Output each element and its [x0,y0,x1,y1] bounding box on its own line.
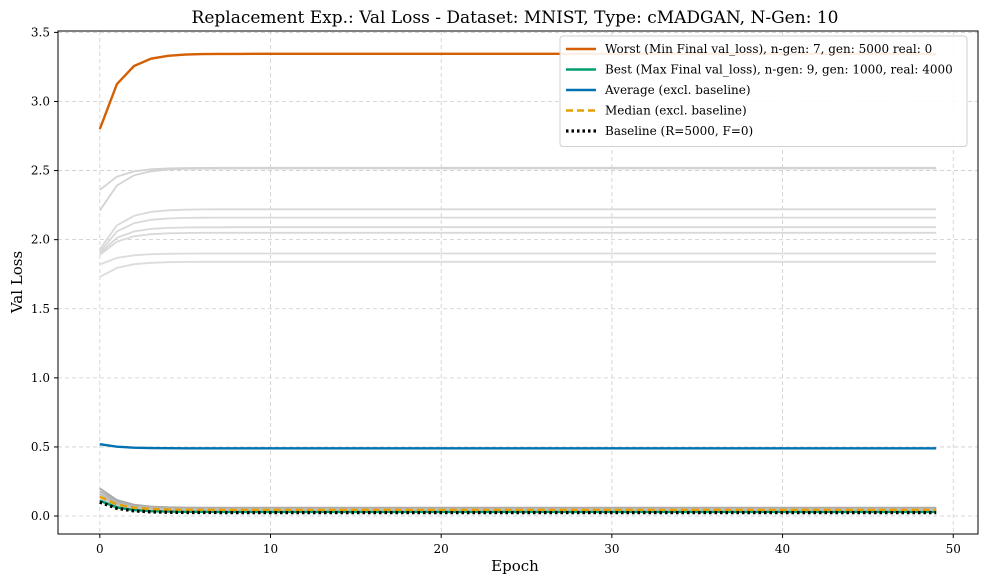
background-run-line [99,231,937,256]
axes-layer: 0 10 20 30 40 50 0.0 0.5 1.0 1.5 2.0 2.5 3.0 3.5 [31,25,979,556]
legend-entry-label: Median (excl. baseline) [605,104,747,118]
y-tick-label: 2.0 [31,233,50,247]
background-run-line [99,226,937,255]
background-run-line [99,166,937,191]
chart-title: Replacement Exp.: Val Loss - Dataset: MN… [192,8,839,28]
background-run-line [99,208,937,250]
series-line [99,500,937,515]
y-axis-label: Val Loss [8,251,26,314]
y-tick-label: 0.5 [31,440,50,454]
x-tick-label: 20 [434,542,449,556]
legend-entry-label: Best (Max Final val_loss), n-gen: 9, gen… [605,63,953,77]
y-tick-label: 1.5 [31,302,50,316]
plot-frame [57,30,979,535]
background-run-line [99,490,937,510]
background-run-line [99,260,937,278]
background-run-line [99,216,937,253]
legend-box [559,35,968,147]
x-tick-label: 40 [775,542,790,556]
background-run-line [99,487,937,509]
legend-entry-label: Worst (Min Final val_loss), n-gen: 7, ge… [605,42,932,56]
y-tick-label: 1.0 [31,371,50,385]
legend-entry-label: Baseline (R=5000, F=0) [605,124,753,138]
x-tick-label: 30 [604,542,619,556]
x-axis-label: Epoch [491,557,539,575]
x-tick-label: 0 [96,542,104,556]
y-tick-label: 0.0 [31,509,50,523]
y-tick-label: 2.5 [31,164,50,178]
y-tick-label: 3.5 [31,25,50,39]
legend-entry-label: Average (excl. baseline) [604,83,751,97]
x-tick-label: 50 [946,542,961,556]
x-tick-label: 10 [263,542,278,556]
background-run-line [99,167,937,212]
y-tick-label: 3.0 [31,94,50,108]
legend: Worst (Min Final val_loss), n-gen: 7, ge… [559,35,968,147]
series-line [99,495,937,511]
series-line [99,443,937,450]
background-run-line [99,252,937,266]
